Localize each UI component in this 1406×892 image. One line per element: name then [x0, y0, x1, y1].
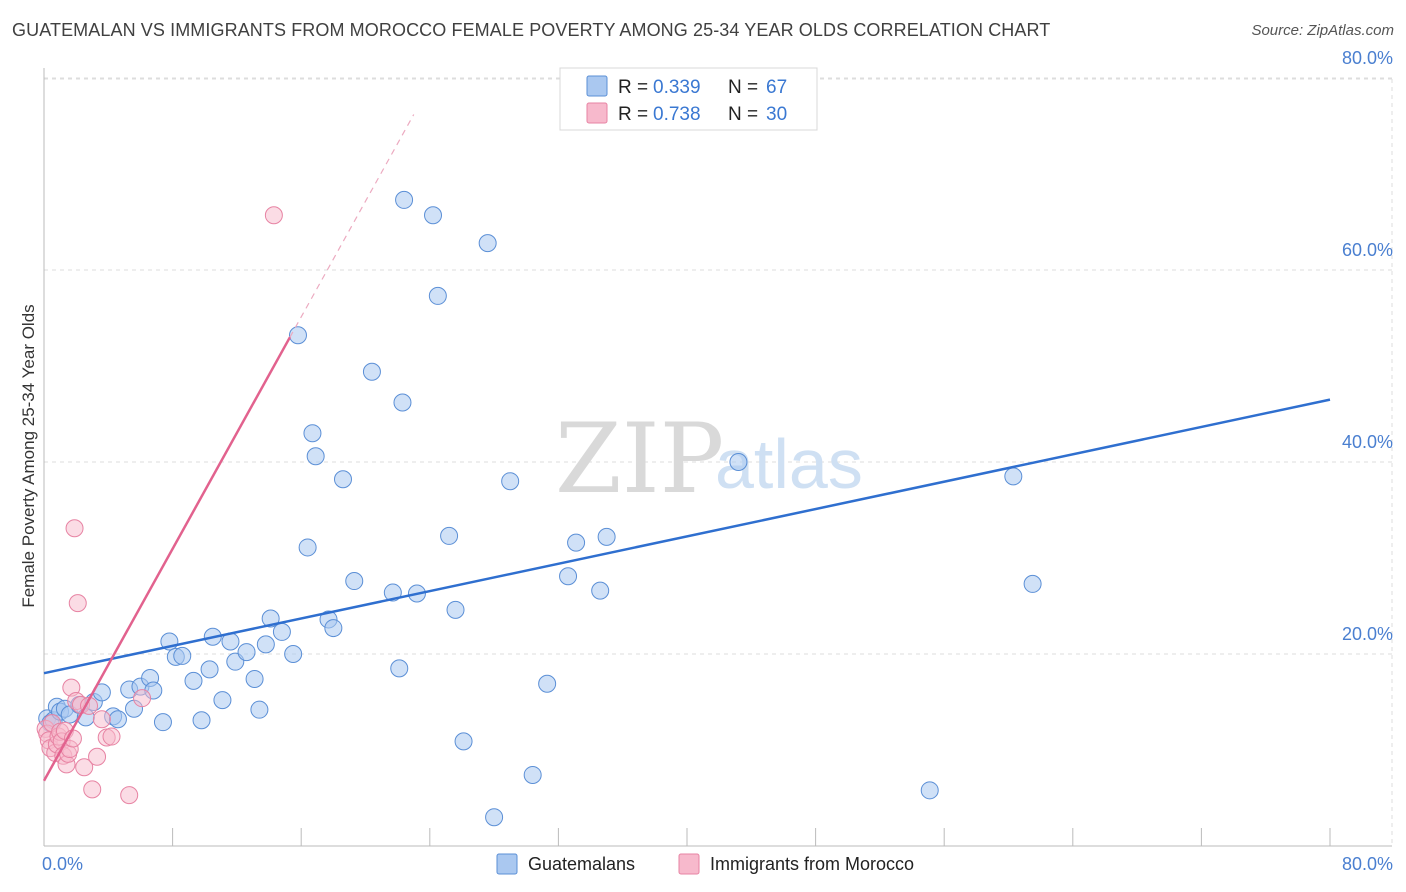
guatemalans-points [38, 190, 1042, 827]
legend-r-value-2: 0.738 [653, 104, 701, 125]
guatemalans-point [303, 424, 322, 443]
guatemalans-point [362, 362, 381, 381]
guatemalans-point [153, 713, 172, 732]
morocco-trend-line [42, 336, 292, 782]
legend-r-label-1: R = [618, 77, 648, 98]
guatemalans-point [485, 808, 504, 827]
guatemalans-point [333, 470, 352, 489]
guatemalans-point [446, 600, 465, 619]
y-tick-label: 60.0% [1342, 240, 1393, 260]
morocco-point [102, 727, 121, 746]
guatemalans-point [1023, 574, 1042, 593]
guatemalans-point [213, 691, 232, 710]
morocco-point [133, 689, 152, 708]
guatemalans-point [324, 619, 343, 638]
guatemalans-point [284, 645, 303, 663]
guatemalans-point [478, 234, 497, 253]
morocco-point [65, 519, 84, 538]
legend: R = 0.339 N = 67 R = 0.738 N = 30 [559, 67, 818, 131]
bottom-legend-swatch-guatemalans [496, 853, 518, 875]
guatemalans-point [261, 609, 280, 628]
trend-lines [42, 114, 1331, 782]
x-tick-label: 80.0% [1342, 854, 1393, 874]
x-tick-labels: 0.0% 80.0% [42, 854, 1393, 874]
morocco-point [83, 780, 102, 799]
morocco-point [68, 594, 87, 613]
guatemalans-point [192, 711, 211, 730]
legend-n-value-2: 30 [766, 104, 787, 125]
morocco-points [36, 206, 283, 805]
guatemalans-point [424, 206, 443, 225]
guatemalans-point [591, 581, 610, 600]
legend-r-value-1: 0.339 [653, 77, 701, 98]
morocco-point [264, 206, 283, 225]
guatemalans-point [173, 646, 192, 665]
morocco-point [75, 758, 94, 777]
watermark-zip: ZIP [555, 403, 724, 515]
guatemalans-point [288, 326, 307, 345]
guatemalans-point [390, 659, 409, 678]
bottom-legend: Guatemalans Immigrants from Morocco [496, 853, 914, 875]
guatemalans-point [245, 669, 264, 688]
guatemalans-point [184, 671, 203, 690]
guatemalans-point [440, 526, 459, 545]
guatemalans-point [256, 635, 275, 654]
x-tick-label: 0.0% [42, 854, 83, 874]
guatemalans-point [393, 393, 412, 412]
legend-swatch-guatemalans [586, 75, 608, 97]
guatemalans-point [345, 572, 364, 591]
morocco-point [88, 747, 107, 766]
guatemalans-point [200, 660, 219, 679]
legend-swatch-morocco [586, 102, 608, 124]
morocco-trend-extension [289, 114, 415, 338]
guatemalans-point [523, 765, 542, 784]
legend-r-label-2: R = [618, 104, 648, 125]
legend-n-value-1: 67 [766, 77, 787, 98]
y-tick-label: 80.0% [1342, 48, 1393, 68]
guatemalans-point [1004, 467, 1023, 486]
y-axis-label: Female Poverty Among 25-34 Year Olds [19, 304, 38, 607]
morocco-point [120, 786, 139, 805]
chart-title: GUATEMALAN VS IMMIGRANTS FROM MOROCCO FE… [12, 20, 1051, 40]
guatemalans-point [237, 643, 256, 662]
guatemalans-point [428, 286, 447, 305]
guatemalans-point [597, 527, 616, 546]
morocco-point [92, 710, 111, 729]
source-label: Source: ZipAtlas.com [1251, 22, 1394, 39]
guatemalans-point [559, 567, 578, 586]
legend-n-label-2: N = [728, 104, 758, 125]
y-tick-labels: 20.0% 40.0% 60.0% 80.0% [1342, 48, 1393, 644]
guatemalans-point [567, 533, 586, 552]
bottom-legend-morocco: Immigrants from Morocco [710, 854, 914, 874]
y-tick-label: 40.0% [1342, 432, 1393, 452]
y-tick-label: 20.0% [1342, 624, 1393, 644]
guatemalans-point [454, 732, 473, 751]
guatemalans-point [306, 447, 325, 466]
guatemalans-point [250, 700, 269, 719]
guatemalans-point [501, 472, 520, 491]
bottom-legend-swatch-morocco [678, 853, 700, 875]
guatemalans-point [108, 710, 127, 729]
guatemalans-point [395, 190, 414, 209]
bottom-legend-guatemalans: Guatemalans [528, 854, 635, 874]
legend-n-label-1: N = [728, 77, 758, 98]
guatemalans-point [298, 538, 317, 557]
guatemalans-point [272, 622, 291, 641]
guatemalans-point [920, 781, 939, 800]
guatemalans-point [538, 674, 557, 693]
guatemalans-trend-line [43, 398, 1331, 675]
guatemalans-point [729, 453, 748, 471]
